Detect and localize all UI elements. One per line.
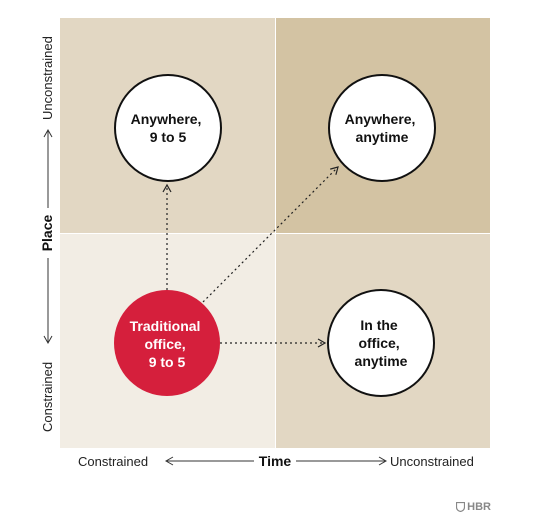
x-axis-high-label: Unconstrained [390, 454, 474, 469]
brand-logo: HBR [456, 501, 491, 513]
circle-label-line: office, [358, 335, 399, 351]
x-axis-title: Time [259, 453, 292, 469]
x-axis: Constrained Time Unconstrained [78, 453, 474, 469]
shield-icon [456, 502, 466, 512]
circle-label-line: 9 to 5 [150, 129, 187, 145]
circle-anywhere-anytime: Anywhere, anytime [328, 74, 436, 182]
circle-anywhere-9-to-5: Anywhere, 9 to 5 [114, 74, 222, 182]
y-axis-high-label: Unconstrained [40, 36, 55, 120]
y-axis-title: Place [39, 214, 55, 251]
circle-traditional-office: Traditional office, 9 to 5 [114, 290, 220, 396]
y-axis-low-label: Constrained [40, 362, 55, 432]
circle-label-line: Traditional [130, 318, 201, 334]
x-axis-low-label: Constrained [78, 454, 148, 469]
circle-in-office-anytime: In the office, anytime [327, 289, 435, 397]
svg-text:Anywhere, anytime: Anywhere, anytime [345, 111, 420, 145]
circle-label-line: Anywhere, [345, 111, 416, 127]
circle-label-line: Anywhere, [131, 111, 202, 127]
circle-label-line: anytime [356, 129, 409, 145]
svg-text:In the office, any: In the office, anytime [355, 317, 408, 369]
svg-text:Anywhere, 9 to 5: Anywhere, 9 to 5 [131, 111, 206, 145]
circle-label-line: office, [144, 336, 185, 352]
circle-label-line: 9 to 5 [149, 354, 186, 370]
svg-text:Traditional office,: Traditional office, 9 to 5 [130, 318, 205, 370]
brand-label: HBR [467, 501, 491, 513]
arrow-to-anywhere-anytime [202, 166, 339, 303]
circle-label-line: anytime [355, 353, 408, 369]
circle-label-line: In the [360, 317, 398, 333]
y-axis: Constrained Place Unconstrained [39, 36, 55, 432]
